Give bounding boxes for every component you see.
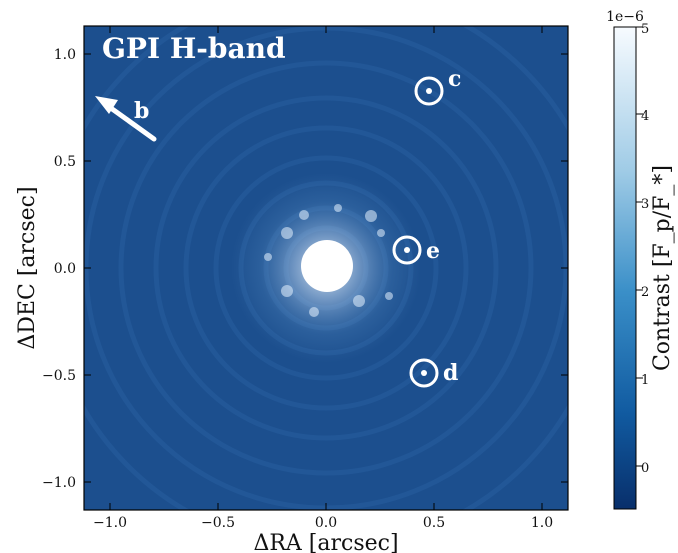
planet-d-dot: [421, 370, 427, 376]
axes: −1.0 −0.5 0.0 0.5 1.0 1.0 0.5 0.0 −0.5 −…: [15, 26, 568, 553]
planet-d-ring: [409, 358, 439, 388]
colorbar-tick-label: 3: [641, 197, 649, 212]
colorbar-tick-label: 4: [641, 109, 649, 124]
y-axis-label: ΔDEC [arcsec]: [15, 186, 40, 349]
planet-d: d: [409, 358, 458, 388]
y-tick-label: −1.0: [42, 475, 76, 491]
occulted-star: [301, 240, 353, 292]
planet-markers: c e d: [392, 66, 461, 388]
y-tick-label: 0.0: [54, 261, 76, 277]
colorbar-exponent: 1e−6: [606, 9, 644, 25]
colorbar-tick-label: 2: [641, 285, 649, 300]
x-tick-label: 0.5: [423, 515, 445, 531]
image-panel: GPI H-band b c e d: [83, 25, 569, 511]
colorbar-scale: [613, 26, 637, 510]
x-tick-label: −0.5: [201, 515, 235, 531]
colorbar: 5 4 3 2 1 0 1e−6 Contrast [F_p/F_*]: [606, 9, 675, 510]
y-ticks: [84, 53, 568, 483]
x-ticks: [109, 26, 543, 510]
planet-e-ring: [392, 235, 422, 265]
image-title: GPI H-band: [102, 32, 286, 65]
planet-e-label: e: [426, 238, 440, 264]
y-tick-label: −0.5: [42, 368, 76, 384]
colorbar-tick-label: 5: [641, 22, 649, 37]
planet-b-arrow: b: [95, 96, 157, 142]
x-axis-label: ΔRA [arcsec]: [253, 531, 398, 553]
planet-b-label: b: [134, 98, 149, 124]
planet-d-label: d: [443, 360, 458, 386]
planet-e: e: [392, 235, 440, 265]
colorbar-ticks: [636, 26, 643, 467]
speckles: [264, 204, 393, 317]
planet-c: c: [414, 66, 461, 106]
planet-c-label: c: [448, 66, 461, 92]
x-tick-label: 1.0: [531, 515, 553, 531]
y-tick-label: 0.5: [54, 154, 76, 170]
y-tick-label: 1.0: [54, 47, 76, 63]
planet-e-dot: [404, 247, 410, 253]
colorbar-label: Contrast [F_p/F_*]: [650, 165, 675, 371]
colorbar-tick-label: 1: [641, 373, 649, 388]
planet-c-ring: [414, 76, 444, 106]
x-tick-label: −1.0: [93, 515, 127, 531]
planet-c-dot: [426, 88, 432, 94]
colorbar-tick-label: 0: [641, 461, 649, 476]
x-tick-label: 0.0: [315, 515, 337, 531]
